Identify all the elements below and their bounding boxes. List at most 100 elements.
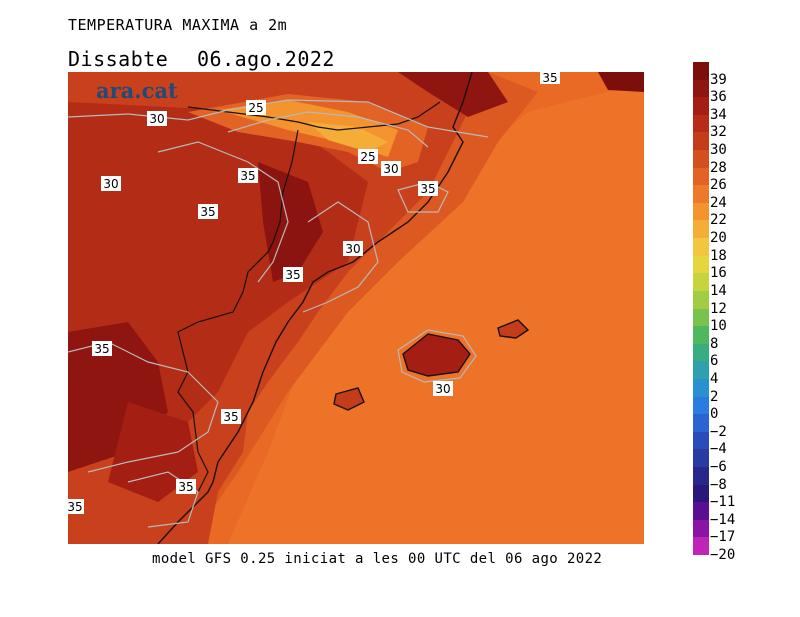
color-scale-segment [693,431,709,450]
color-scale-label: 14 [710,282,727,299]
svg-text:35: 35 [240,169,255,183]
color-scale-segment [693,79,709,98]
isotherm-25 [227,111,429,148]
land-hottest-field [258,162,323,282]
color-scale-segment [693,308,709,327]
ibiza-field [334,388,364,410]
svg-text:35: 35 [285,268,300,282]
sea-field-east [228,82,644,544]
contour-label: 35 [283,267,303,282]
color-scale-segment [693,202,709,221]
model-run-caption: model GFS 0.25 iniciat a les 00 UTC del … [152,551,603,567]
contour-label: 30 [101,176,121,191]
svg-text:25: 25 [360,150,375,164]
color-scale-label: 28 [710,159,727,176]
date-label: 06.ago.2022 [197,47,335,71]
color-scale-segment [693,255,709,274]
mallorca-coast [402,333,471,377]
color-scale-label: −17 [710,529,736,546]
contour-label: 25 [246,100,266,115]
color-scale-segment [693,238,709,257]
color-scale-label: 4 [710,370,719,387]
color-scale-label: 39 [710,71,727,88]
coastline [157,72,473,544]
pyrenees-cool [308,122,388,152]
border-regional [177,129,299,493]
svg-text:35: 35 [542,72,557,85]
svg-text:35: 35 [68,500,83,514]
color-scale-segment [693,185,709,204]
contour-label: 35 [238,168,258,183]
color-scale-label: 22 [710,212,727,229]
color-scale-segment [693,343,709,362]
color-scale-label: −8 [710,476,727,493]
contour-label: 25 [358,149,378,164]
color-scale-label: −6 [710,458,727,475]
svg-text:35: 35 [178,480,193,494]
day-label: Dissabte [68,47,169,71]
color-scale-label: 10 [710,318,727,335]
svg-text:35: 35 [420,182,435,196]
color-scale-label: 12 [710,300,727,317]
svg-text:30: 30 [103,177,118,191]
contour-label: 30 [433,381,453,396]
color-scale-label: 34 [710,106,727,123]
svg-text:25: 25 [248,101,263,115]
contour-label: 35 [418,181,438,196]
map-canvas: 25 30 30 35 35 35 35 35 30 30 35 35 30 3… [68,72,644,544]
color-scale-segment [693,537,709,556]
contour-label: 35 [221,409,241,424]
svg-text:35: 35 [223,410,238,424]
color-scale-segment [693,378,709,398]
color-scale-segment [693,97,709,116]
color-scale-segment [693,396,709,415]
color-scale-segment [693,466,709,486]
color-scale-segment [693,150,709,169]
color-scale-segment [693,290,709,309]
color-scale-label: 20 [710,230,727,247]
svg-text:30: 30 [149,112,164,126]
color-scale-segment [693,62,709,81]
color-scale-segment [693,273,709,292]
land-hottest-corner [598,72,644,92]
svg-text:35: 35 [94,342,109,356]
contour-label: 35 [198,204,218,219]
color-scale-label: −20 [710,547,736,563]
color-scale-bar [693,62,709,556]
menorca-coast [497,319,530,339]
color-scale-label: −4 [710,441,727,458]
color-scale-label: 8 [710,335,719,352]
color-scale-label: −11 [710,494,736,511]
mallorca-field [403,334,470,376]
color-scale-label: 32 [710,124,727,141]
isotherm-35-b [68,341,219,473]
color-scale-label: 26 [710,177,727,194]
color-scale-segment [693,361,709,380]
svg-text:30: 30 [435,382,450,396]
color-scale-segment [693,502,709,521]
color-scale-label: −14 [710,511,736,528]
color-scale-segment [693,114,709,133]
color-scale-segment [693,132,709,151]
color-scale-segment [693,167,709,186]
color-scale-label: −2 [710,423,727,440]
color-scale-label: 2 [710,388,719,405]
contour-label: 35 [176,479,196,494]
menorca-field [498,320,528,338]
color-scale-segment [693,484,709,503]
color-scale-label: 24 [710,194,727,211]
color-scale-label: 16 [710,265,727,282]
temperature-map: 25 30 30 35 35 35 35 35 30 30 35 35 30 3… [68,72,644,544]
contour-label: 35 [68,499,84,514]
contour-label: 30 [147,111,167,126]
land-hottest-ne [398,72,508,117]
color-scale-segment [693,326,709,345]
contour-label: 35 [92,341,112,356]
contour-label: 30 [343,241,363,256]
isotherm-35-a [157,141,289,283]
contour-label: 30 [381,161,401,176]
chart-title: TEMPERATURA MAXIMA a 2m [68,16,288,34]
isotherm-35-c [127,471,199,528]
color-scale-label: 30 [710,142,727,159]
contour-label: 35 [540,72,560,85]
